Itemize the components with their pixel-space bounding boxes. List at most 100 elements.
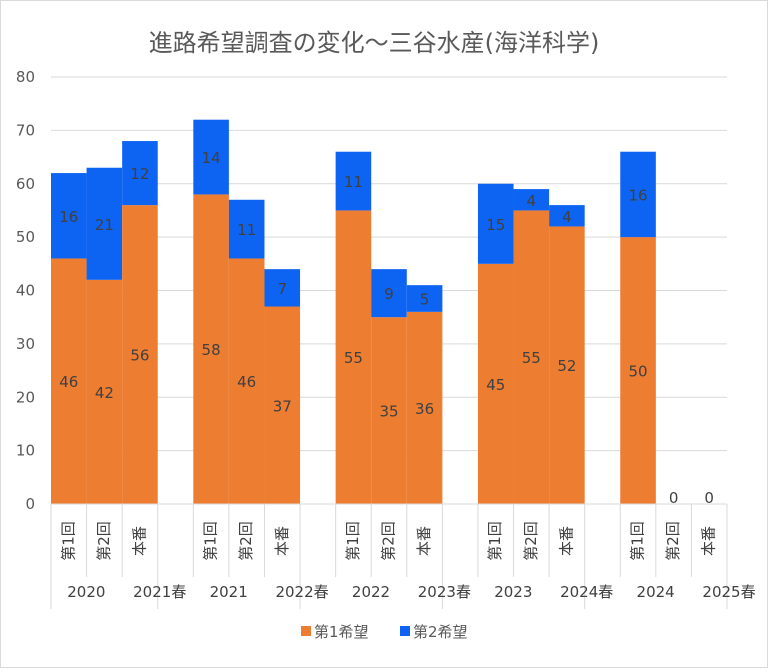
data-labels: 46 16 42 21 56 12 58 14 46 11 37 7 55 11 35 9 36 5 45 15 55 4… bbox=[59, 149, 714, 507]
bar-first-choice bbox=[406, 311, 443, 504]
data-label-second-choice: 5 bbox=[420, 291, 430, 309]
y-tick-label: 70 bbox=[16, 121, 35, 139]
data-label-first-choice: 55 bbox=[522, 349, 541, 367]
data-label-first-choice: 36 bbox=[415, 400, 434, 418]
group-season-label: 2025春 bbox=[702, 583, 755, 601]
y-tick-label: 80 bbox=[16, 68, 35, 86]
x-category-label: 第2回 bbox=[95, 521, 113, 561]
data-label-first-choice: 0 bbox=[669, 489, 679, 507]
chart-title: 進路希望調査の変化～三谷水産(海洋科学) bbox=[149, 29, 600, 57]
x-category-label: 第2回 bbox=[664, 521, 682, 561]
group-season-label: 2022春 bbox=[275, 583, 328, 601]
bar-first-choice bbox=[549, 226, 585, 504]
data-label-first-choice: 55 bbox=[344, 349, 363, 367]
data-label-second-choice: 4 bbox=[527, 192, 537, 210]
y-tick-label: 40 bbox=[16, 282, 35, 300]
y-tick-label: 30 bbox=[16, 335, 35, 353]
x-category-label: 第1回 bbox=[629, 521, 647, 561]
group-year-label: 2024 bbox=[637, 583, 675, 601]
bar-first-choice bbox=[264, 306, 301, 504]
x-category-label: 本番 bbox=[273, 526, 291, 556]
bars bbox=[51, 119, 656, 505]
x-category-label: 本番 bbox=[415, 526, 433, 556]
x-category-label: 第2回 bbox=[380, 521, 398, 561]
legend-swatch bbox=[400, 626, 410, 636]
data-label-first-choice: 0 bbox=[704, 489, 714, 507]
group-year-label: 2022 bbox=[352, 583, 390, 601]
data-label-first-choice: 58 bbox=[202, 341, 221, 359]
y-axis: 0 10 20 30 40 50 60 70 80 bbox=[16, 68, 35, 513]
x-category-label: 本番 bbox=[700, 526, 718, 556]
y-tick-label: 60 bbox=[16, 175, 35, 193]
y-tick-label: 10 bbox=[16, 442, 35, 460]
data-label-first-choice: 37 bbox=[273, 397, 292, 415]
data-label-second-choice: 14 bbox=[202, 149, 221, 167]
group-year-label: 2021 bbox=[210, 583, 248, 601]
bar-second-choice bbox=[193, 119, 229, 195]
x-category-label: 第1回 bbox=[202, 521, 220, 561]
data-label-second-choice: 9 bbox=[384, 285, 394, 303]
data-label-first-choice: 35 bbox=[379, 403, 398, 421]
bar-second-choice bbox=[228, 199, 265, 259]
data-label-second-choice: 7 bbox=[277, 280, 287, 298]
data-label-second-choice: 16 bbox=[59, 208, 78, 226]
data-label-first-choice: 52 bbox=[557, 357, 576, 375]
data-label-second-choice: 4 bbox=[562, 208, 572, 226]
group-season-label: 2024春 bbox=[560, 583, 613, 601]
bar-second-choice bbox=[620, 151, 656, 238]
legend: 第1希望 第2希望 bbox=[301, 623, 468, 641]
bar-first-choice bbox=[513, 210, 550, 504]
bar-second-choice bbox=[549, 205, 585, 227]
group-season-label: 2021春 bbox=[133, 583, 186, 601]
group-year-label: 2020 bbox=[67, 583, 105, 601]
legend-label: 第2希望 bbox=[413, 623, 468, 641]
bar-first-choice bbox=[193, 194, 229, 505]
bar-first-choice bbox=[620, 237, 656, 504]
bar-second-choice bbox=[477, 183, 514, 264]
y-tick-label: 50 bbox=[16, 228, 35, 246]
group-season-label: 2023春 bbox=[418, 583, 471, 601]
y-tick-label: 0 bbox=[25, 495, 35, 513]
bar-first-choice bbox=[51, 258, 87, 504]
x-category-label: 本番 bbox=[130, 526, 148, 556]
data-label-second-choice: 15 bbox=[486, 216, 505, 234]
bar-second-choice bbox=[335, 151, 372, 211]
x-category-label: 本番 bbox=[557, 526, 575, 556]
legend-label: 第1希望 bbox=[314, 623, 369, 641]
x-category-label: 第2回 bbox=[522, 521, 540, 561]
x-category-label: 第1回 bbox=[344, 521, 362, 561]
bar-second-choice bbox=[513, 189, 550, 211]
data-label-second-choice: 16 bbox=[629, 186, 648, 204]
bar-first-choice bbox=[477, 263, 514, 504]
bar-second-choice bbox=[122, 141, 158, 206]
bar-first-choice bbox=[122, 205, 158, 504]
y-tick-label: 20 bbox=[16, 388, 35, 406]
data-label-second-choice: 21 bbox=[95, 216, 114, 234]
bar-first-choice bbox=[86, 279, 123, 504]
data-label-first-choice: 56 bbox=[130, 347, 149, 365]
bar-first-choice bbox=[228, 258, 265, 504]
data-label-second-choice: 11 bbox=[344, 173, 363, 191]
x-category-label: 第2回 bbox=[237, 521, 255, 561]
data-label-first-choice: 42 bbox=[95, 384, 114, 402]
bar-second-choice bbox=[406, 285, 443, 312]
data-label-first-choice: 46 bbox=[59, 373, 78, 391]
data-label-second-choice: 11 bbox=[237, 221, 256, 239]
data-label-second-choice: 12 bbox=[130, 165, 149, 183]
x-axis: 第1回 第2回 本番 第1回 第2回 本番 第1回 第2回 本番 第1回 第2回 本番 第1回 第2回 本番… bbox=[50, 503, 756, 609]
data-label-first-choice: 46 bbox=[237, 373, 256, 391]
data-label-first-choice: 50 bbox=[629, 363, 648, 381]
bar-second-choice bbox=[86, 167, 123, 280]
bar-second-choice bbox=[264, 269, 301, 307]
x-category-label: 第1回 bbox=[486, 521, 504, 561]
bar-first-choice bbox=[371, 317, 407, 504]
bar-second-choice bbox=[51, 173, 87, 259]
group-year-label: 2023 bbox=[494, 583, 532, 601]
bar-first-choice bbox=[335, 210, 372, 504]
legend-swatch bbox=[301, 626, 311, 636]
data-label-first-choice: 45 bbox=[486, 376, 505, 394]
bar-second-choice bbox=[371, 269, 407, 318]
x-category-label: 第1回 bbox=[59, 521, 77, 561]
